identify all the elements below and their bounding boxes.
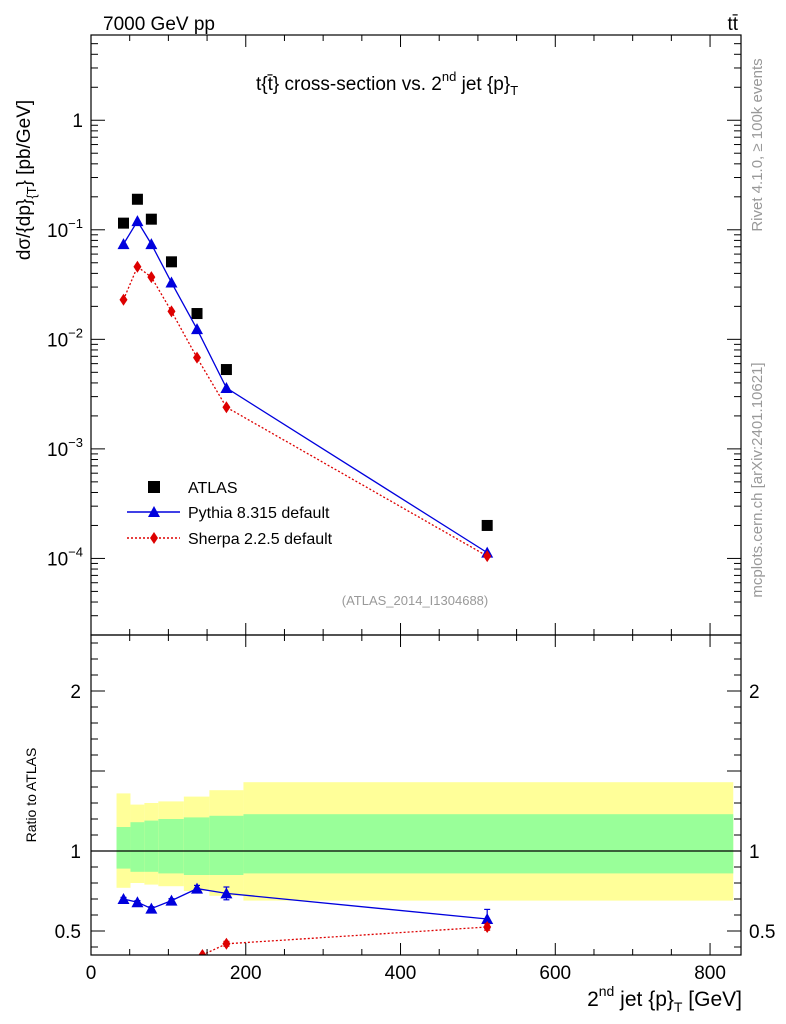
ratio-data-point: [483, 921, 492, 933]
main-data-point: [147, 271, 156, 284]
main-y-tick-label: 10−3: [47, 435, 83, 461]
ratio-series-line: [202, 926, 488, 955]
energy-label: 7000 GeV pp: [103, 14, 215, 35]
mcplots-label: mcplots.cern.ch [arXiv:2401.10621]: [749, 362, 766, 597]
legend-sherpa-label: Sherpa 2.2.5 default: [188, 531, 333, 548]
main-data-point: [220, 381, 233, 393]
main-data-point: [193, 351, 202, 364]
ratio-data-point: [117, 893, 130, 904]
main-y-tick-label: 10−1: [47, 216, 83, 242]
main-data-point: [191, 308, 203, 320]
ratio-data-point: [222, 937, 231, 950]
ratio-data-point: [165, 894, 178, 906]
x-tick-label: 800: [694, 963, 726, 984]
ratio-data-point: [191, 882, 204, 894]
main-ylabel: dσ/{dp}{T} [pb/GeV]: [14, 100, 39, 260]
ratio-y-tick-label-right: 0.5: [749, 922, 775, 943]
legend-atlas-marker: [148, 481, 160, 493]
ratio-data-point: [220, 887, 233, 899]
main-data-point: [131, 193, 143, 205]
x-tick-label: 600: [539, 963, 571, 984]
main-data-point: [167, 305, 176, 318]
main-data-point: [117, 238, 130, 250]
x-tick-label: 200: [230, 963, 262, 984]
legend-pythia-label: Pythia 8.315 default: [188, 505, 330, 522]
main-series-line: [122, 219, 488, 554]
main-data-point: [222, 401, 231, 414]
axes: 0 200 400 600 800 1 10−1 10−2 10−3 10−4 0.5 0.5 1 1 2 2: [47, 34, 775, 984]
legend-atlas-label: ATLAS: [188, 480, 238, 497]
ratio-data-point: [131, 896, 144, 908]
main-data-point: [145, 238, 158, 250]
band-inner-bin: [130, 822, 145, 872]
ratio-data-point: [481, 913, 494, 924]
ratio-frame: [90, 634, 742, 956]
main-y-tick-label: 10−4: [47, 544, 83, 570]
ratio-y-tick-label-right: 1: [749, 842, 760, 863]
main-data-point: [165, 256, 177, 268]
ratio-series: [117, 882, 494, 955]
legend: ATLAS Pythia 8.315 default Sherpa 2.2.5 …: [127, 480, 333, 548]
ratio-ylabel: Ratio to ATLAS: [23, 748, 39, 843]
main-data-point: [191, 323, 204, 335]
legend-pythia-marker: [148, 506, 160, 517]
ratio-data-point: [145, 902, 158, 914]
main-data-point: [145, 213, 157, 225]
x-tick-label: 0: [86, 963, 97, 984]
analysis-watermark: (ATLAS_2014_I1304688): [342, 593, 488, 608]
x-tick-label: 400: [385, 963, 417, 984]
process-label: tt̄: [727, 14, 738, 35]
plot-title: t{t̄} cross-section vs. 2nd jet {p}T: [256, 69, 518, 98]
legend-sherpa-marker: [150, 532, 158, 544]
band-inner-bin: [144, 820, 159, 872]
ratio-uncertainty-bands: [91, 782, 741, 901]
main-data-point: [481, 519, 493, 531]
ratio-y-tick-label-left: 1: [70, 842, 81, 863]
rivet-label: Rivet 4.1.0, ≥ 100k events: [749, 58, 766, 231]
ratio-data-point: [198, 949, 207, 955]
main-data-point: [133, 260, 142, 273]
ratio-y-tick-label-left: 2: [70, 682, 81, 703]
x-axis-label: 2nd jet {p}T [GeV]: [587, 983, 742, 1015]
band-inner-bin: [116, 827, 131, 869]
main-data-point: [165, 276, 178, 288]
band-inner-bin: [183, 817, 210, 875]
band-inner-bin: [158, 819, 184, 874]
main-series: [117, 193, 494, 563]
main-y-tick-label: 10−2: [47, 325, 83, 351]
main-data-point: [220, 364, 232, 376]
band-inner-bin: [243, 814, 734, 874]
main-data-point: [131, 215, 144, 227]
ratio-y-tick-label-left: 0.5: [55, 922, 81, 943]
main-data-point: [119, 293, 128, 306]
band-inner-bin: [209, 815, 244, 875]
main-data-point: [483, 550, 492, 563]
main-y-tick-label: 1: [72, 111, 83, 132]
ratio-y-tick-label-right: 2: [749, 682, 760, 703]
main-data-point: [118, 217, 129, 229]
